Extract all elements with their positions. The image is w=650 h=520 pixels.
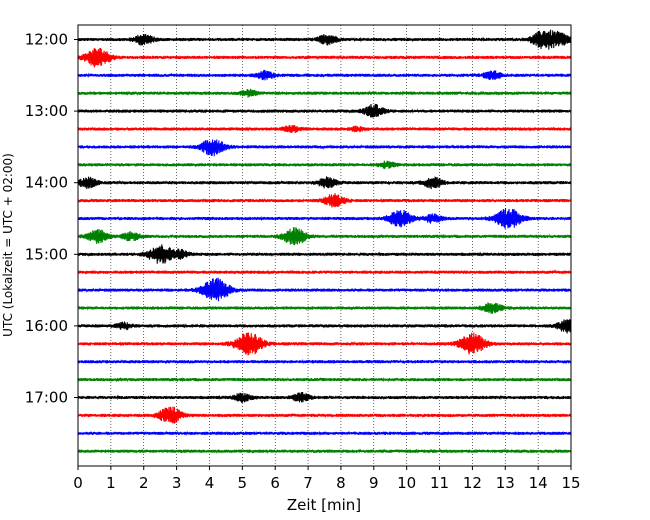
seismogram-trace	[77, 227, 572, 246]
x-tick-label: 13	[496, 474, 515, 492]
x-tick-label: 3	[172, 474, 182, 492]
seismogram-trace	[77, 69, 572, 81]
seismogram-trace	[77, 103, 572, 118]
seismogram-trace	[77, 302, 572, 314]
x-tick-label: 8	[336, 474, 346, 492]
x-tick-label: 12	[463, 474, 482, 492]
x-tick-label: 9	[369, 474, 379, 492]
seismogram-trace	[77, 208, 572, 229]
seismogram-trace	[77, 332, 572, 356]
x-tick-label: 11	[430, 474, 449, 492]
y-tick-label: 14:00	[25, 174, 68, 192]
seismogram-trace	[77, 47, 572, 68]
x-tick-label: 5	[238, 474, 248, 492]
seismogram-trace	[77, 391, 572, 404]
seismogram-trace	[77, 244, 572, 264]
x-tick-label: 1	[106, 474, 116, 492]
y-axis-label: UTC (Lokalzeit = UTC + 02:00)	[1, 153, 15, 337]
x-axis: 0 1 2 3 4 5 6 7 8 9 10 11 12 13 14 15	[73, 466, 581, 492]
seismogram-trace	[77, 448, 572, 455]
seismogram-trace	[77, 358, 572, 365]
seismogram-trace	[77, 277, 572, 302]
plot-background	[78, 25, 571, 466]
seismogram-trace	[77, 139, 572, 157]
y-tick-label: 15:00	[25, 245, 68, 263]
seismogram-trace	[77, 319, 572, 334]
x-tick-label: 4	[205, 474, 215, 492]
seismogram-trace	[77, 176, 572, 190]
y-tick-label: 12:00	[25, 31, 68, 49]
y-axis: 12:00 13:00 14:00 15:00 16:00 17:00	[25, 31, 78, 407]
x-tick-label: 2	[139, 474, 149, 492]
trace-group	[77, 29, 572, 455]
seismogram-trace	[77, 160, 572, 170]
seismogram-trace	[77, 124, 572, 134]
x-axis-label: Zeit [min]	[287, 496, 361, 514]
seismogram-trace	[77, 430, 572, 437]
x-tick-label: 0	[73, 474, 83, 492]
y-tick-label: 16:00	[25, 317, 68, 335]
y-tick-label: 17:00	[25, 389, 68, 407]
seismogram-trace	[77, 88, 572, 98]
seismogram-trace	[77, 29, 572, 50]
seismogram-trace	[77, 376, 572, 383]
x-tick-label: 7	[303, 474, 313, 492]
plot-frame	[77, 24, 572, 467]
y-tick-label: 13:00	[25, 102, 68, 120]
x-tick-label: 6	[270, 474, 280, 492]
seismogram-trace	[77, 406, 572, 424]
x-tick-label: 14	[529, 474, 548, 492]
x-tick-label: 10	[397, 474, 416, 492]
x-tick-label: 15	[561, 474, 580, 492]
seismogram-trace	[77, 269, 572, 276]
seismogram-trace	[77, 193, 572, 208]
